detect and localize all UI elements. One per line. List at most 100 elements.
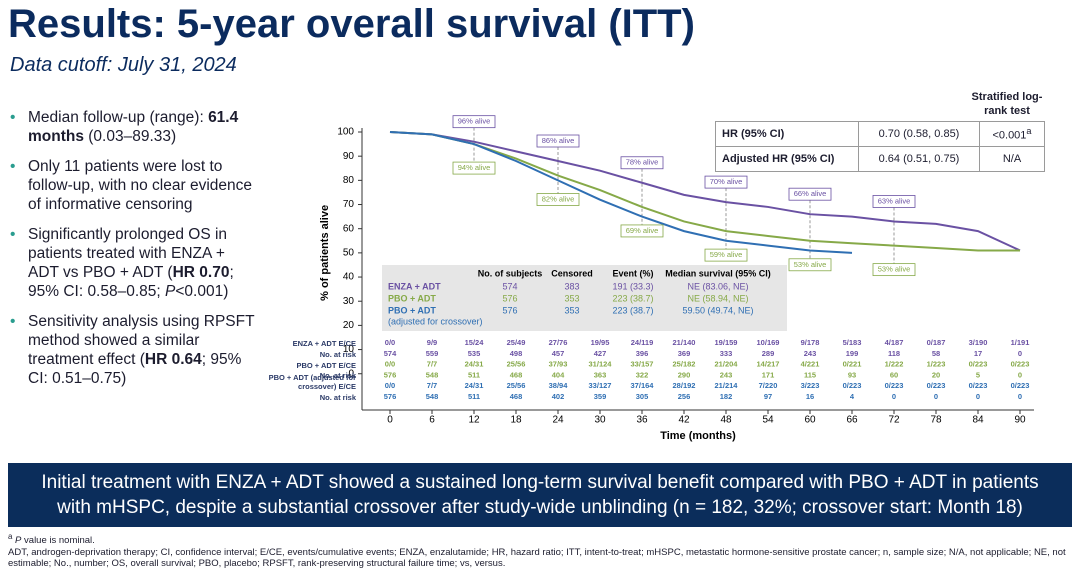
y-tick-label: 0: [348, 368, 354, 379]
risk-value: 58: [932, 349, 940, 358]
annotation: 63% alive: [878, 196, 911, 205]
x-tick-label: 12: [468, 415, 480, 426]
legend-entry: PBO + ADT: [388, 305, 436, 315]
risk-value: 498: [510, 349, 523, 358]
legend-note: (adjusted for crossover): [388, 316, 483, 326]
risk-value: 0/0: [385, 338, 395, 347]
risk-value: 27/76: [549, 338, 568, 347]
annotation-box: [620, 224, 664, 238]
x-tick-label: 66: [846, 415, 858, 426]
annotation: 59% alive: [710, 250, 743, 259]
risk-value: 97: [764, 392, 772, 401]
hr-footnote-mark: a: [1026, 126, 1032, 137]
risk-label: No. at risk: [319, 393, 356, 402]
risk-value: 0/187: [927, 338, 946, 347]
risk-value: 0: [1018, 349, 1022, 358]
risk-value: 396: [636, 349, 649, 358]
text-run: value is nominal.: [21, 535, 95, 547]
y-tick-label: 20: [343, 320, 355, 331]
risk-value: 369: [678, 349, 691, 358]
legend-box: [382, 265, 787, 331]
risk-value: 0/223: [1011, 381, 1030, 390]
annotation: 53% alive: [794, 260, 827, 269]
y-tick-label: 70: [343, 199, 355, 210]
y-axis-label: % of patients alive: [319, 205, 331, 301]
risk-value: 28/192: [673, 381, 696, 390]
legend-cell: 576: [502, 293, 517, 303]
x-tick-label: 90: [1014, 415, 1026, 426]
risk-value: 0/223: [1011, 360, 1030, 369]
x-tick-label: 36: [636, 415, 648, 426]
risk-value: 1/223: [927, 360, 946, 369]
x-tick-label: 84: [972, 415, 984, 426]
risk-value: 182: [720, 392, 733, 401]
risk-value: 0/223: [927, 381, 946, 390]
annotation: 70% alive: [710, 177, 743, 186]
hr-cell: 0.64 (0.51, 0.75): [858, 146, 980, 172]
footnote: a P value is nominal.: [8, 531, 1072, 547]
risk-value: 3/190: [969, 338, 988, 347]
hr-cell: Adjusted HR (95% CI): [715, 146, 859, 172]
text-run: P: [165, 283, 176, 300]
hr-row: HR (95% CI) 0.70 (0.58, 0.85) <0.001a: [715, 121, 1045, 147]
risk-label: No. at risk: [319, 349, 356, 359]
risk-value: 7/7: [427, 381, 437, 390]
y-tick-label: 50: [343, 248, 355, 259]
risk-value: 19/95: [591, 338, 610, 347]
annotation-box: [452, 115, 496, 129]
risk-value: 4/221: [801, 360, 820, 369]
annotation-box: [872, 195, 916, 208]
legend-cell: 59.50 (49.74, NE): [682, 305, 753, 315]
risk-value: 31/124: [589, 360, 613, 369]
risk-value: 404: [552, 370, 565, 379]
text-run: Sensitivity analysis using RPSFT method …: [28, 313, 255, 368]
text-run: <0.001): [175, 283, 229, 300]
bullet: Only 11 patients were lost to follow-up,…: [8, 157, 256, 214]
risk-value: 60: [890, 370, 898, 379]
risk-value: 37/93: [549, 360, 568, 369]
risk-value: 0: [1018, 370, 1022, 379]
risk-value: 15/24: [465, 338, 485, 347]
legend-cell: NE (83.06, NE): [687, 281, 748, 291]
annotation-box: [452, 161, 496, 175]
text-run: ; 95% CI: 0.58–0.85;: [28, 264, 234, 300]
risk-value: 574: [384, 349, 397, 358]
hr-table: HR (95% CI) 0.70 (0.58, 0.85) <0.001a Adjus…: [715, 121, 1045, 172]
y-tick-label: 10: [343, 344, 355, 355]
risk-value: 457: [552, 349, 565, 358]
risk-value: 0/223: [969, 381, 988, 390]
risk-value: 559: [426, 349, 439, 358]
risk-value: 25/182: [673, 360, 696, 369]
text-run: HR 0.64: [144, 351, 202, 368]
risk-value: 17: [974, 349, 982, 358]
risk-value: 25/56: [507, 381, 526, 390]
legend-cell: NE (58.94, NE): [687, 293, 748, 303]
legend-column: No. of subjects: [478, 268, 543, 278]
risk-value: 24/31: [465, 381, 484, 390]
risk-value: 1/191: [1011, 338, 1030, 347]
legend-cell: 223 (38.7): [612, 293, 653, 303]
annotation-box: [704, 248, 748, 262]
x-tick-label: 0: [387, 415, 393, 426]
risk-value: 38/94: [549, 381, 569, 390]
hr-cell: HR (95% CI): [715, 121, 859, 147]
text-run: HR 0.70: [172, 264, 230, 281]
x-tick-label: 30: [594, 415, 606, 426]
risk-value: 24/31: [465, 360, 484, 369]
risk-value: 25/49: [507, 338, 526, 347]
text-run: ; 95% CI: 0.51–0.75): [28, 351, 242, 387]
annotation-box: [536, 193, 580, 206]
risk-value: 0/0: [385, 360, 395, 369]
risk-label: ENZA + ADT E/CE: [292, 339, 356, 348]
legend-cell: 353: [564, 305, 579, 315]
risk-value: 0: [934, 392, 938, 401]
risk-value: 19/159: [715, 338, 738, 347]
annotation-box: [704, 175, 748, 189]
risk-label: No. at risk: [319, 371, 356, 381]
survival-curve: [389, 131, 1020, 252]
risk-value: 0/223: [969, 360, 988, 369]
risk-value: 7/220: [759, 381, 778, 390]
risk-value: 37/164: [631, 381, 655, 390]
risk-value: 9/178: [801, 338, 820, 347]
